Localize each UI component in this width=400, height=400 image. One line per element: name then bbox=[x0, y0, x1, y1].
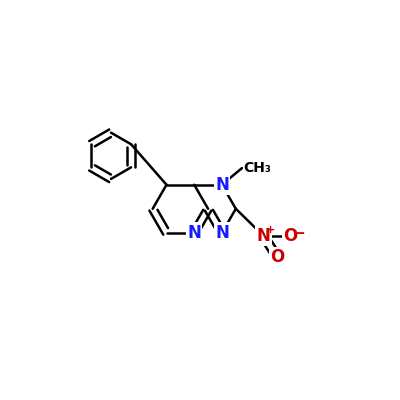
Text: CH₃: CH₃ bbox=[244, 161, 271, 175]
Text: N: N bbox=[256, 227, 270, 245]
Text: O: O bbox=[284, 227, 298, 245]
Text: +: + bbox=[266, 225, 275, 235]
Text: N: N bbox=[187, 224, 201, 242]
Text: O: O bbox=[270, 248, 284, 266]
Text: N: N bbox=[215, 176, 229, 194]
Text: −: − bbox=[292, 226, 305, 241]
Text: N: N bbox=[215, 224, 229, 242]
